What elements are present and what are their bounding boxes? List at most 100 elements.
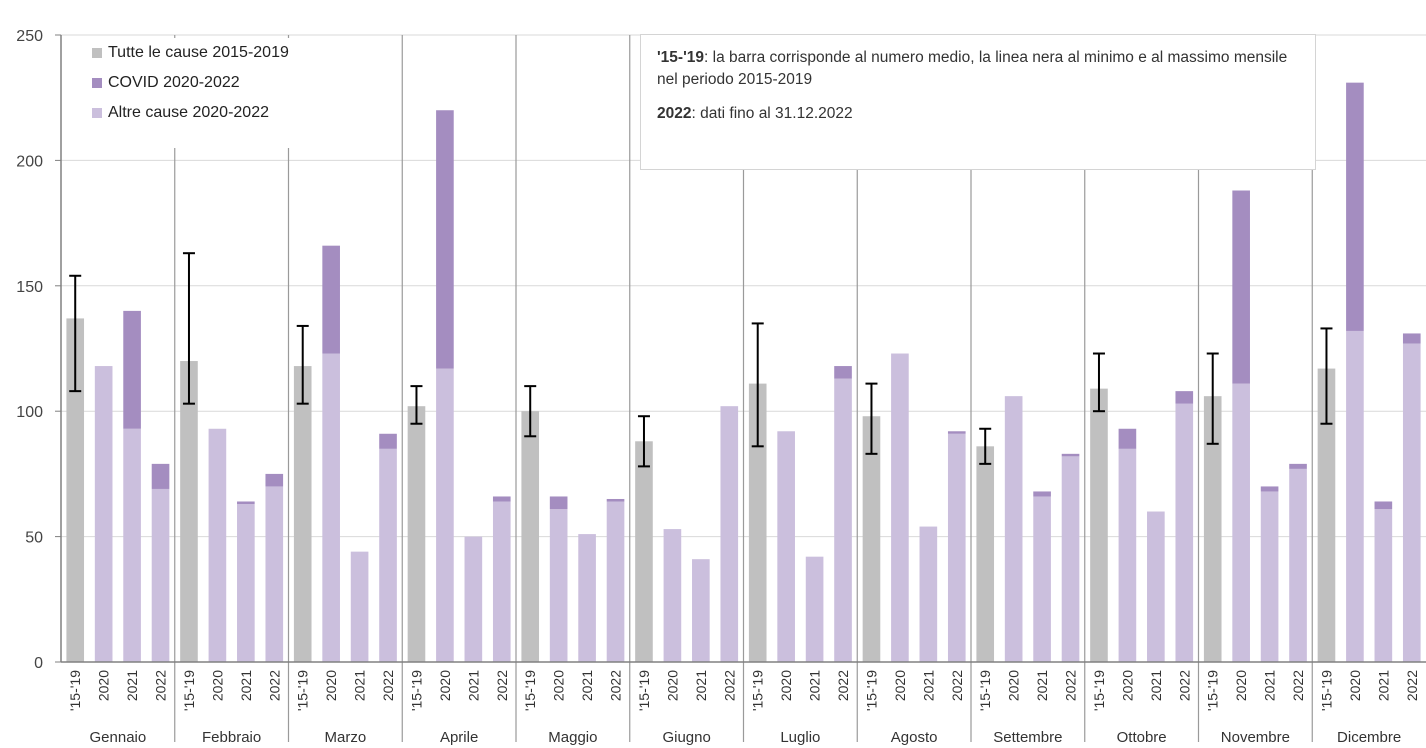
bar-covid xyxy=(1402,333,1421,344)
x-tick-label: 2022 xyxy=(380,670,396,701)
bar-2015-2019 xyxy=(635,441,653,662)
tick-labels: 0 50 100 150 200 250 '15-'19 2020 2021 2022 Gennai… xyxy=(16,28,1419,746)
x-tick-label: '15-'19 xyxy=(636,670,652,711)
bar-altre-cause xyxy=(151,488,170,662)
bar-altre-cause xyxy=(1402,343,1421,662)
bar-altre-cause xyxy=(350,551,369,662)
legend-item-tutte-le-cause: Tutte le cause 2015-2019 xyxy=(72,38,372,68)
bar-2015-2019 xyxy=(66,318,85,662)
x-tick-label: '15-'19 xyxy=(67,670,83,711)
x-tick-label: 2021 xyxy=(465,670,481,701)
x-tick-label: 2020 xyxy=(1119,670,1135,701)
bar-2015-2019 xyxy=(976,446,995,662)
x-tick-label: 2022 xyxy=(1290,670,1306,701)
bar-altre-cause xyxy=(492,501,511,662)
x-tick-label: 2022 xyxy=(1063,670,1079,701)
x-tick-label: 2020 xyxy=(664,670,680,701)
x-tick-label: 2021 xyxy=(124,670,140,701)
group-label: Gennaio xyxy=(90,729,147,746)
legend-swatch xyxy=(92,108,102,118)
bar-covid xyxy=(1232,190,1250,384)
bar-altre-cause xyxy=(464,536,483,662)
x-tick-label: 2020 xyxy=(323,670,339,701)
x-tick-label: 2021 xyxy=(920,670,936,701)
bar-altre-cause xyxy=(834,378,852,662)
x-tick-label: 2021 xyxy=(1262,670,1278,701)
bar-covid xyxy=(237,501,255,504)
x-tick-label: '15-'19 xyxy=(1091,670,1107,711)
bar-covid xyxy=(1346,82,1364,331)
bar-covid xyxy=(1118,428,1137,449)
note-bold-2: 2022 xyxy=(657,105,692,122)
x-tick-label: 2021 xyxy=(1375,670,1391,701)
x-tick-label: 2020 xyxy=(209,670,225,701)
x-tick-label: '15-'19 xyxy=(1318,670,1334,711)
bar-altre-cause xyxy=(1175,403,1194,662)
x-tick-label: '15-'19 xyxy=(750,670,766,711)
bar-covid xyxy=(1061,453,1080,457)
group-label: Settembre xyxy=(993,729,1062,746)
bar-covid xyxy=(1033,491,1051,497)
legend-swatch xyxy=(92,78,102,88)
bar-covid xyxy=(1260,486,1279,492)
bar-altre-cause xyxy=(1289,468,1307,662)
x-tick-label: 2020 xyxy=(778,670,794,701)
bar-covid xyxy=(834,366,852,379)
x-tick-label: 2020 xyxy=(437,670,453,701)
group-label: Novembre xyxy=(1221,729,1290,746)
bar-2015-2019 xyxy=(521,411,540,662)
bar-altre-cause xyxy=(720,406,739,662)
x-tick-label: 2021 xyxy=(238,670,254,701)
x-tick-label: 2022 xyxy=(949,670,965,701)
bar-altre-cause xyxy=(1260,491,1279,662)
bar-covid xyxy=(151,463,170,489)
note-text-1: : la barra corrisponde al numero medio, … xyxy=(657,49,1288,88)
bar-covid xyxy=(1374,501,1393,510)
y-tick-label: 200 xyxy=(16,153,43,170)
group-label: Agosto xyxy=(891,729,938,746)
x-tick-label: 2021 xyxy=(579,670,595,701)
note-bold-1: '15-'19 xyxy=(657,49,705,66)
bar-altre-cause xyxy=(891,353,909,662)
bar-2015-2019 xyxy=(293,366,312,662)
x-tick-label: 2021 xyxy=(352,670,368,701)
bar-2015-2019 xyxy=(1317,368,1336,662)
legend-swatch xyxy=(92,48,102,58)
x-tick-label: 2022 xyxy=(608,670,624,701)
group-label: Luglio xyxy=(780,729,820,746)
bar-altre-cause xyxy=(947,433,966,662)
x-tick-label: 2021 xyxy=(807,670,823,701)
x-tick-label: 2020 xyxy=(551,670,567,701)
y-tick-label: 0 xyxy=(34,655,43,672)
x-tick-label: '15-'19 xyxy=(977,670,993,711)
bar-altre-cause xyxy=(379,448,397,662)
x-tick-label: 2021 xyxy=(1034,670,1050,701)
bar-covid xyxy=(123,310,141,429)
bar-altre-cause xyxy=(436,368,454,662)
legend: Tutte le cause 2015-2019 COVID 2020-2022… xyxy=(72,38,372,148)
bar-altre-cause xyxy=(208,428,227,662)
x-tick-label: 2020 xyxy=(1233,670,1249,701)
group-label: Ottobre xyxy=(1117,729,1167,746)
bar-altre-cause xyxy=(94,366,113,662)
x-tick-label: 2021 xyxy=(1148,670,1164,701)
x-tick-label: '15-'19 xyxy=(408,670,424,711)
bar-covid xyxy=(947,431,966,434)
bar-altre-cause xyxy=(1346,330,1364,662)
x-tick-label: 2022 xyxy=(721,670,737,701)
y-tick-label: 100 xyxy=(16,404,43,421)
y-tick-label: 50 xyxy=(25,530,43,547)
bar-altre-cause xyxy=(1033,496,1051,662)
bar-covid xyxy=(322,245,340,354)
bar-covid xyxy=(379,433,397,449)
legend-item-altre-cause: Altre cause 2020-2022 xyxy=(72,98,372,128)
bar-altre-cause xyxy=(322,353,340,662)
bar-altre-cause xyxy=(1118,448,1137,662)
bar-altre-cause xyxy=(1061,456,1080,662)
y-tick-label: 150 xyxy=(16,279,43,296)
bar-altre-cause xyxy=(265,486,284,662)
x-tick-label: '15-'19 xyxy=(181,670,197,711)
y-tick-label: 250 xyxy=(16,28,43,45)
bar-covid xyxy=(549,496,568,510)
